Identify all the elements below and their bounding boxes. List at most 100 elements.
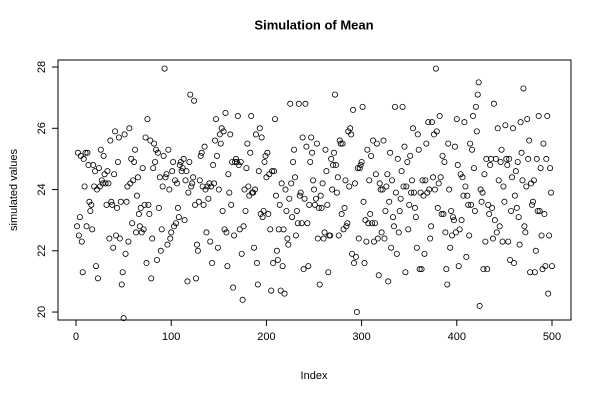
data-point [488, 155, 495, 162]
data-point [478, 198, 485, 205]
data-point [167, 235, 174, 242]
data-point [511, 192, 518, 199]
data-point [396, 207, 403, 214]
data-point [168, 229, 175, 236]
data-point [93, 263, 100, 270]
data-point [286, 195, 293, 202]
data-point [422, 177, 429, 184]
data-point [376, 180, 383, 187]
data-point [382, 207, 389, 214]
data-point [160, 152, 167, 159]
data-point [486, 211, 493, 218]
data-point [90, 162, 97, 169]
data-point [460, 192, 467, 199]
data-point [467, 140, 474, 147]
data-point [306, 201, 313, 208]
data-point [451, 143, 458, 150]
data-point [124, 183, 131, 190]
data-point [401, 143, 408, 150]
data-point [200, 201, 207, 208]
data-point [178, 168, 185, 175]
data-point [276, 201, 283, 208]
plot-frame [57, 59, 572, 321]
data-point [512, 168, 519, 175]
data-point [529, 198, 536, 205]
data-point [408, 189, 415, 196]
data-point [317, 192, 324, 199]
data-point [153, 256, 160, 263]
data-point [119, 269, 126, 276]
data-point [377, 186, 384, 193]
data-point [227, 131, 234, 138]
data-point [189, 180, 196, 187]
data-point [426, 186, 433, 193]
data-point [348, 131, 355, 138]
data-point [133, 229, 140, 236]
data-point [365, 220, 372, 227]
data-point [126, 125, 133, 132]
data-point [445, 140, 452, 147]
data-point [410, 189, 417, 196]
data-point [388, 244, 395, 251]
data-point [88, 201, 95, 208]
data-point [503, 155, 510, 162]
data-point [394, 155, 401, 162]
y-tick-label: 20 [36, 306, 48, 318]
data-point [112, 128, 119, 135]
data-point [230, 284, 237, 291]
data-point [502, 122, 509, 129]
data-point [432, 65, 439, 72]
data-point [371, 220, 378, 227]
data-point [328, 155, 335, 162]
data-point [203, 229, 210, 236]
data-point [415, 146, 422, 153]
data-point [268, 287, 275, 294]
data-point [302, 100, 309, 107]
data-point [476, 302, 483, 309]
data-point [184, 278, 191, 285]
data-point [498, 146, 505, 153]
data-point [312, 195, 319, 202]
data-point [375, 272, 382, 279]
data-point [140, 226, 147, 233]
data-point [485, 201, 492, 208]
data-point [510, 260, 517, 267]
data-point [177, 158, 184, 165]
data-point [152, 158, 159, 165]
data-point [76, 214, 83, 221]
data-point [99, 180, 106, 187]
data-point [130, 177, 137, 184]
data-point [418, 266, 425, 273]
data-point [536, 207, 543, 214]
data-point [448, 207, 455, 214]
data-point [344, 220, 351, 227]
data-point [262, 152, 269, 159]
data-point [181, 217, 188, 224]
data-point [409, 177, 416, 184]
data-point [284, 235, 291, 242]
data-point [180, 155, 187, 162]
data-point [391, 103, 398, 110]
data-point [367, 211, 374, 218]
data-point [244, 140, 251, 147]
data-point [228, 201, 235, 208]
data-point [500, 183, 507, 190]
data-point [440, 211, 447, 218]
data-point [545, 290, 552, 297]
data-point [127, 180, 134, 187]
data-point [355, 235, 362, 242]
data-point [87, 207, 94, 214]
data-point [318, 204, 325, 211]
data-point [282, 186, 289, 193]
data-point [117, 198, 124, 205]
data-point [125, 238, 132, 245]
data-point [240, 223, 247, 230]
data-point [508, 207, 515, 214]
data-point [380, 137, 387, 144]
x-tick-label: 100 [162, 331, 180, 343]
data-point [101, 171, 108, 178]
data-point [433, 128, 440, 135]
data-point [271, 168, 278, 175]
data-point [528, 180, 535, 187]
data-point [242, 207, 249, 214]
